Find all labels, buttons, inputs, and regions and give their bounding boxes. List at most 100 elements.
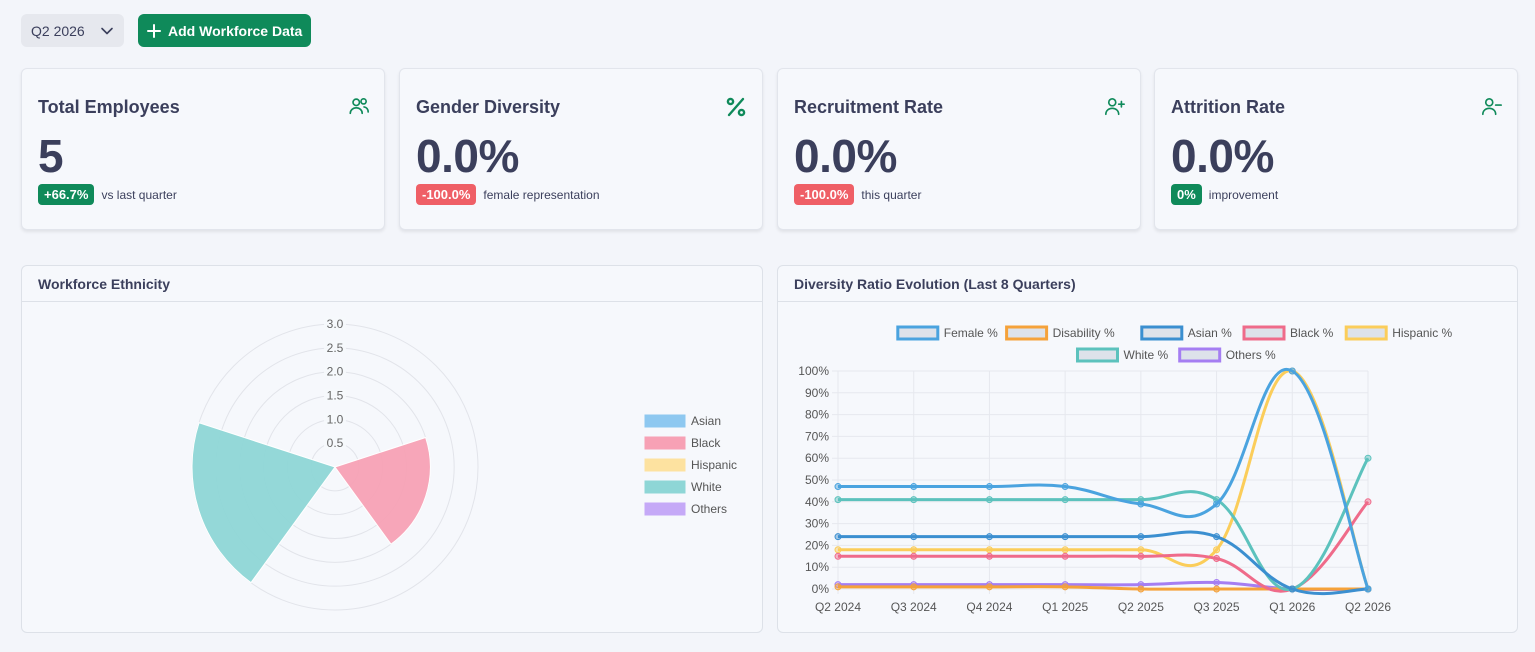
data-point bbox=[834, 583, 842, 591]
y-tick-label: 60% bbox=[805, 451, 829, 465]
kpi-change-badge: -100.0% bbox=[416, 184, 477, 205]
kpi-title: Attrition Rate bbox=[1171, 97, 1285, 117]
data-point bbox=[910, 552, 918, 560]
kpi-card-recruitment-rate: Recruitment Rate 0.0% -100.0% this quart… bbox=[777, 68, 1141, 230]
kpi-title: Gender Diversity bbox=[416, 97, 561, 117]
data-point bbox=[1061, 583, 1069, 591]
y-tick-label: 20% bbox=[805, 538, 829, 552]
kpi-change-badge: -100.0% bbox=[794, 184, 855, 205]
polar-slice-black bbox=[334, 436, 431, 545]
legend-swatch bbox=[644, 436, 686, 450]
toolbar: Q2 2026 Add Workforce Data bbox=[21, 14, 312, 47]
legend-swatch bbox=[644, 480, 686, 494]
data-point bbox=[985, 483, 993, 491]
data-point bbox=[1213, 585, 1221, 593]
data-point bbox=[1364, 498, 1372, 506]
diversity-evolution-panel: Diversity Ratio Evolution (Last 8 Quarte… bbox=[777, 265, 1518, 633]
legend-label: White % bbox=[1124, 348, 1169, 362]
polar-tick-backdrop bbox=[324, 412, 346, 426]
data-point bbox=[1137, 546, 1145, 554]
y-tick-label: 30% bbox=[805, 517, 829, 531]
legend-swatch bbox=[1344, 325, 1388, 341]
kpi-change-badge: 0% bbox=[1171, 184, 1202, 205]
chevron-down-icon bbox=[101, 27, 113, 34]
data-point bbox=[985, 546, 993, 554]
kpi-card-gender-diversity: Gender Diversity 0.0% -100.0% female rep… bbox=[399, 68, 763, 230]
data-point bbox=[910, 546, 918, 554]
legend-label: Female % bbox=[944, 326, 998, 340]
data-point bbox=[985, 533, 993, 541]
data-point bbox=[1061, 496, 1069, 504]
legend-swatch bbox=[1005, 325, 1049, 341]
panel-title: Workforce Ethnicity bbox=[22, 266, 762, 302]
legend-label: Asian bbox=[691, 414, 721, 428]
percent-icon bbox=[726, 97, 746, 117]
polar-tick-label: 3.0 bbox=[327, 317, 344, 331]
data-point bbox=[834, 483, 842, 491]
quarter-select[interactable]: Q2 2026 bbox=[21, 14, 124, 47]
data-point bbox=[1288, 585, 1296, 593]
data-point bbox=[1061, 533, 1069, 541]
polar-tick-label: 1.0 bbox=[327, 412, 344, 426]
data-point bbox=[1213, 500, 1221, 508]
polar-tick-backdrop bbox=[324, 364, 346, 378]
legend-label: Black % bbox=[1290, 326, 1334, 340]
legend-label: Others % bbox=[1226, 348, 1276, 362]
polar-tick-backdrop bbox=[324, 388, 346, 402]
polar-slice-white bbox=[191, 422, 336, 584]
y-tick-label: 70% bbox=[805, 429, 829, 443]
x-tick-label: Q2 2026 bbox=[1345, 600, 1391, 614]
add-workforce-data-button[interactable]: Add Workforce Data bbox=[138, 14, 312, 47]
legend-label: Disability % bbox=[1053, 326, 1115, 340]
plus-icon bbox=[147, 23, 161, 38]
data-point bbox=[910, 533, 918, 541]
data-point bbox=[1137, 533, 1145, 541]
data-point bbox=[910, 583, 918, 591]
y-tick-label: 80% bbox=[805, 408, 829, 422]
x-tick-label: Q2 2025 bbox=[1118, 600, 1164, 614]
series-line bbox=[837, 367, 1370, 590]
add-workforce-data-label: Add Workforce Data bbox=[168, 22, 303, 39]
data-point bbox=[985, 496, 993, 504]
data-point bbox=[910, 496, 918, 504]
x-tick-label: Q4 2024 bbox=[966, 600, 1012, 614]
legend-swatch bbox=[1178, 347, 1222, 363]
kpi-card-attrition-rate: Attrition Rate 0.0% 0% improvement bbox=[1154, 68, 1518, 230]
legend-label: Others bbox=[691, 502, 727, 516]
data-point bbox=[1137, 500, 1145, 508]
kpi-title: Total Employees bbox=[38, 97, 180, 117]
legend-swatch bbox=[896, 325, 940, 341]
workforce-ethnicity-panel: Workforce Ethnicity 0.5 1.0 1.5 2.0 2.5 3.0 As… bbox=[21, 265, 763, 633]
y-tick-label: 40% bbox=[805, 495, 829, 509]
data-point bbox=[1061, 546, 1069, 554]
legend-label: Hispanic % bbox=[1392, 326, 1452, 340]
x-tick-label: Q3 2024 bbox=[891, 600, 937, 614]
data-point bbox=[1213, 554, 1221, 562]
legend-label: Hispanic bbox=[691, 458, 737, 472]
kpi-title: Recruitment Rate bbox=[794, 97, 944, 117]
legend-swatch bbox=[644, 458, 686, 472]
user-plus-icon bbox=[1105, 98, 1125, 116]
y-tick-label: 10% bbox=[805, 560, 829, 574]
legend-swatch bbox=[644, 414, 686, 428]
diversity-evolution-line-chart: 0% 10% 20% 30% 40% 50% 60% 70% 80% 90% 100% Q2 2024… bbox=[798, 325, 1453, 614]
ethnicity-polar-chart: 0.5 1.0 1.5 2.0 2.5 3.0 Asian Black Hispanic Whit… bbox=[191, 317, 737, 611]
legend-swatch bbox=[644, 502, 686, 516]
polar-tick-backdrop bbox=[324, 340, 346, 354]
data-point bbox=[1213, 578, 1221, 586]
data-point bbox=[910, 483, 918, 491]
data-point bbox=[1061, 552, 1069, 560]
polar-tick-label: 1.5 bbox=[327, 389, 344, 403]
polar-tick-label: 0.5 bbox=[327, 436, 344, 450]
data-point bbox=[834, 552, 842, 560]
legend-label: White bbox=[691, 480, 722, 494]
kpi-note: female representation bbox=[483, 187, 600, 202]
kpi-value: 5 bbox=[38, 130, 64, 182]
data-point bbox=[1288, 367, 1296, 375]
panel-title: Diversity Ratio Evolution (Last 8 Quarte… bbox=[778, 266, 1517, 302]
kpi-change-badge: +66.7% bbox=[38, 184, 95, 205]
legend-label: Asian % bbox=[1188, 326, 1232, 340]
user-minus-icon bbox=[1482, 98, 1502, 116]
data-point bbox=[1213, 546, 1221, 554]
kpi-note: improvement bbox=[1208, 187, 1279, 202]
